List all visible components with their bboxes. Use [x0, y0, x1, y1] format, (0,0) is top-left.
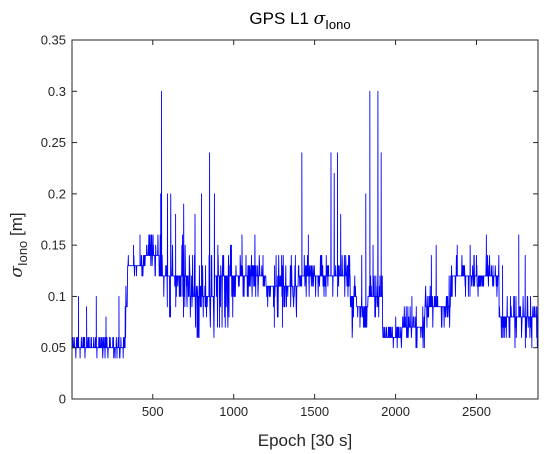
x-tick-label: 1000: [219, 404, 248, 419]
y-axis-title-subscript: Iono: [15, 241, 30, 266]
x-tick-label: 2500: [462, 404, 491, 419]
y-tick-label: 0.35: [41, 33, 66, 48]
y-axis-title-symbol: σ: [7, 266, 27, 278]
chart-title-prefix: GPS L1: [249, 9, 313, 28]
chart-title-symbol: σ: [314, 9, 326, 29]
x-tick-label: 500: [142, 404, 164, 419]
y-tick-label: 0.3: [48, 84, 66, 99]
y-axis-title: σIono [m]: [7, 212, 30, 277]
x-tick-label: 2000: [381, 404, 410, 419]
y-ticks: 0 0.05 0.1 0.15 0.2 0.25 0.3 0.35: [41, 33, 538, 407]
y-tick-label: 0.2: [48, 186, 66, 201]
y-tick-label: 0.05: [41, 340, 66, 355]
y-axis-title-suffix: [m]: [7, 212, 26, 240]
axes-box: [71, 39, 539, 400]
y-tick-label: 0.25: [41, 135, 66, 150]
x-tick-label: 1500: [300, 404, 329, 419]
x-ticks: 500 1000 1500 2000 2500: [142, 40, 491, 419]
y-tick-label: 0.15: [41, 238, 66, 253]
x-axis-title: Epoch [30 s]: [258, 431, 353, 450]
series-line: [71, 90, 539, 359]
chart-title-subscript: Iono: [325, 17, 350, 32]
chart-title: GPS L1 σIono: [249, 9, 350, 32]
y-tick-label: 0: [59, 392, 66, 407]
y-tick-label: 0.1: [48, 289, 66, 304]
